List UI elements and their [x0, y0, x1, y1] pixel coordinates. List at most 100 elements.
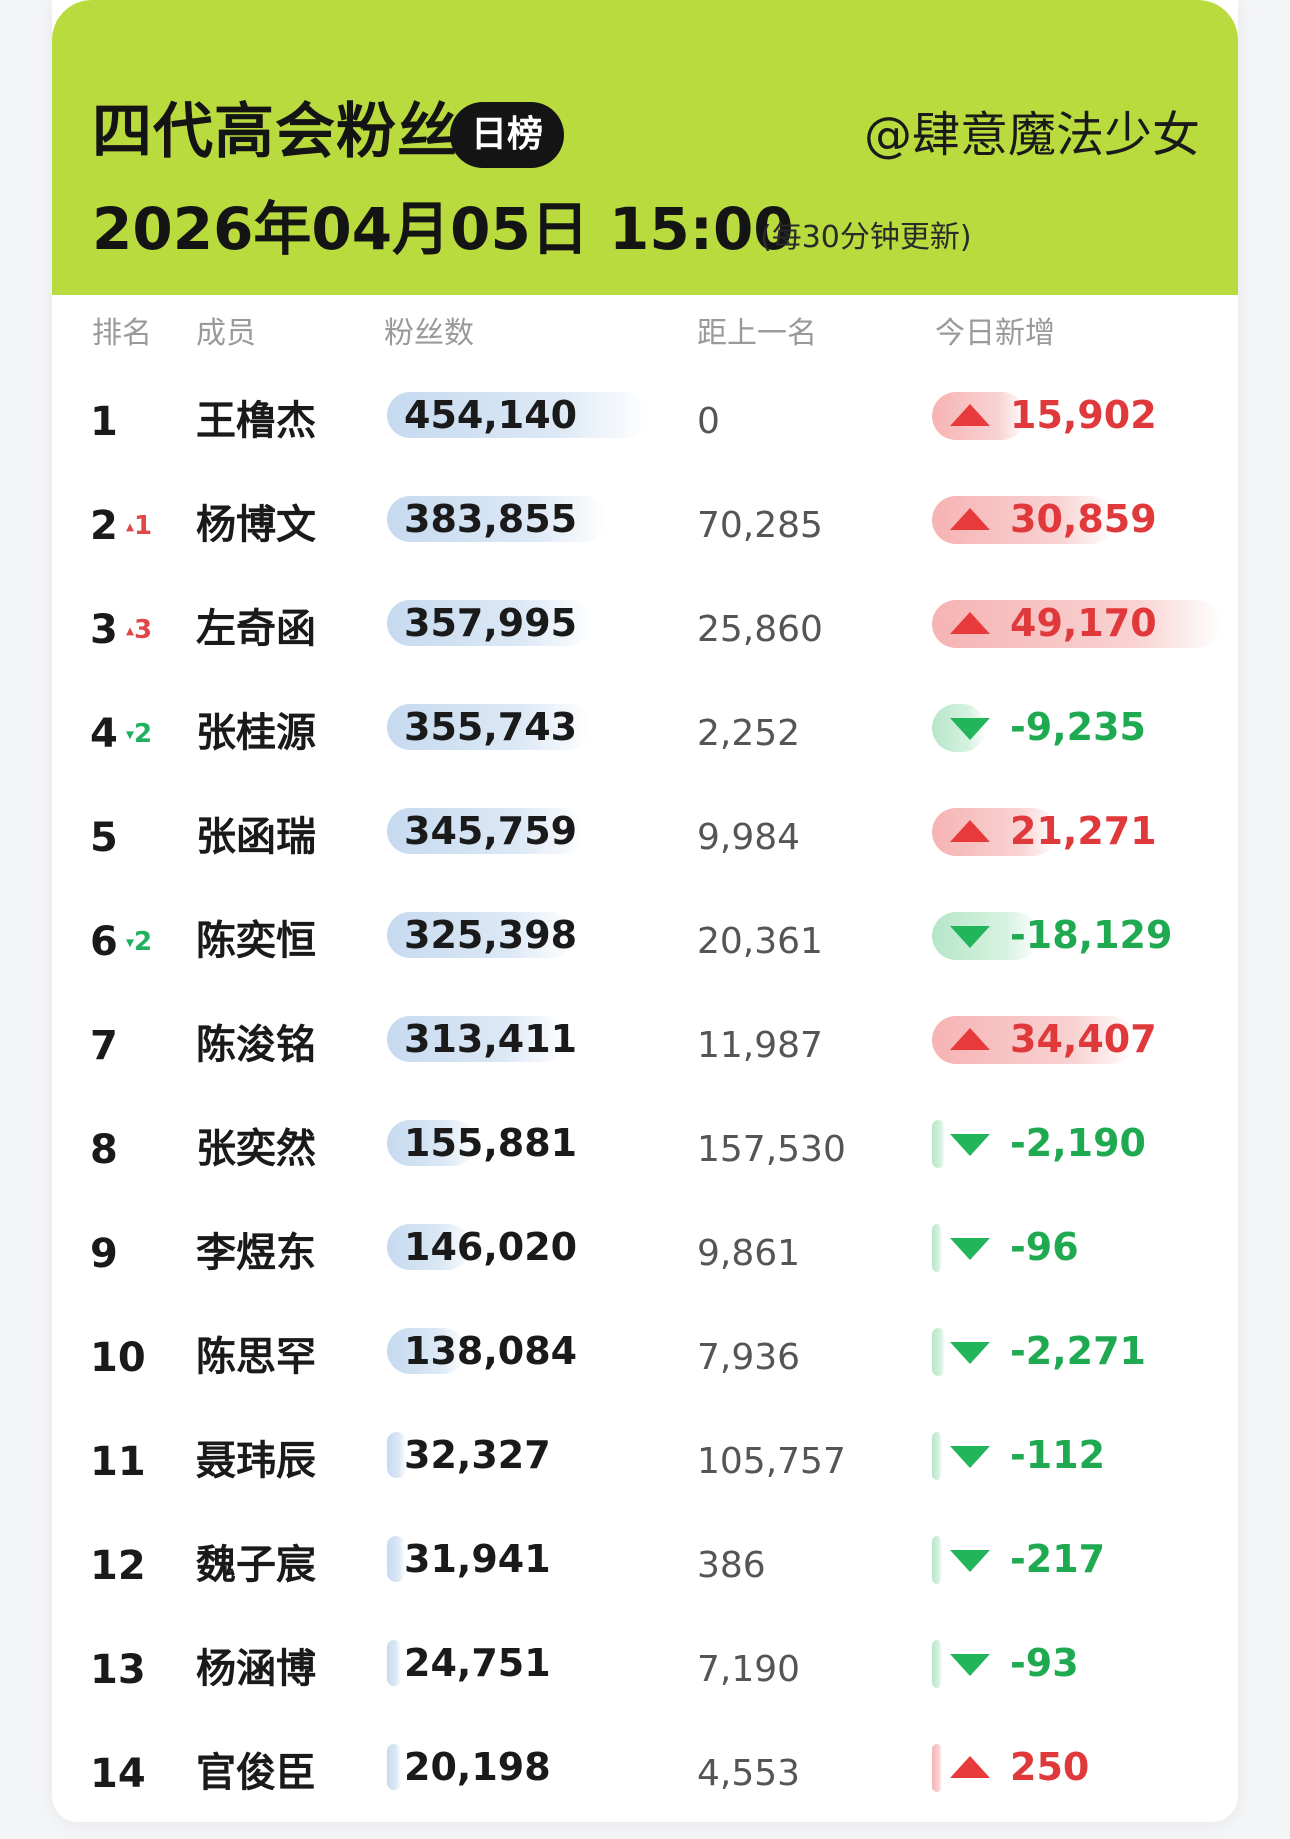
page-title: 四代高会粉丝: [92, 97, 458, 167]
fans-count: 355,743: [404, 705, 578, 749]
rank-number: 7: [90, 1023, 118, 1069]
fans-bar: [387, 600, 592, 646]
fans-bar: [387, 1744, 401, 1790]
table-row: 2 ▴1 杨博文 383,855 70,285 30,859: [52, 472, 1238, 576]
daily-change-value: -18,129: [1010, 913, 1173, 957]
column-header-rank: 排名: [92, 316, 152, 351]
fans-count: 146,020: [404, 1225, 578, 1269]
daily-change-value: -9,235: [1010, 705, 1146, 749]
rank-number: 6: [90, 919, 118, 965]
gap-to-previous: 157,530: [697, 1129, 846, 1170]
gap-to-previous: 0: [697, 401, 720, 442]
fans-count: 313,411: [404, 1017, 578, 1061]
table-row: 1 王橹杰 454,140 0 15,902: [52, 368, 1238, 472]
rank-change: ▾2: [126, 718, 152, 751]
fans-bar: [387, 392, 647, 438]
daily-badge: 日榜: [450, 102, 564, 168]
triangle-down-icon: [950, 1446, 990, 1468]
daily-change-bar: [932, 1120, 945, 1168]
member-name: 张桂源: [196, 710, 316, 756]
rank-number: 9: [90, 1231, 118, 1277]
triangle-down-icon: [950, 1342, 990, 1364]
daily-change-value: 34,407: [1010, 1017, 1157, 1061]
fans-count: 24,751: [404, 1641, 551, 1685]
rank-number: 14: [90, 1751, 146, 1797]
fans-count: 20,198: [404, 1745, 551, 1789]
table-row: 5 张函瑞 345,759 9,984 21,271: [52, 784, 1238, 888]
gap-to-previous: 2,252: [697, 713, 801, 754]
fans-count: 325,398: [404, 913, 578, 957]
gap-to-previous: 386: [697, 1545, 766, 1586]
fans-bar: [387, 808, 585, 854]
triangle-down-icon: [950, 718, 990, 740]
gap-to-previous: 11,987: [697, 1025, 823, 1066]
gap-to-previous: 105,757: [697, 1441, 846, 1482]
triangle-up-icon: [950, 612, 990, 634]
update-note: (每30分钟更新): [760, 220, 972, 255]
gap-to-previous: 7,936: [697, 1337, 801, 1378]
fans-count: 32,327: [404, 1433, 551, 1477]
daily-change-bar: [932, 1328, 945, 1376]
column-header-member: 成员: [196, 316, 256, 351]
member-name: 左奇函: [196, 606, 316, 652]
daily-change-bar: [932, 1224, 942, 1272]
table-row: 4 ▾2 张桂源 355,743 2,252 -9,235: [52, 680, 1238, 784]
ranking-card: 四代高会粉丝 日榜 @肆意魔法少女 2026年04月05日 15:00 (每30…: [52, 0, 1238, 1822]
fans-bar: [387, 1016, 566, 1062]
header-banner: 四代高会粉丝 日榜 @肆意魔法少女 2026年04月05日 15:00 (每30…: [52, 0, 1238, 295]
fans-count: 138,084: [404, 1329, 578, 1373]
fans-count: 345,759: [404, 809, 578, 853]
column-header-gap: 距上一名: [697, 316, 817, 351]
table-row: 13 杨涵博 24,751 7,190 -93: [52, 1616, 1238, 1720]
table-row: 7 陈浚铭 313,411 11,987 34,407: [52, 992, 1238, 1096]
fans-bar: [387, 1536, 405, 1582]
member-name: 张函瑞: [196, 814, 316, 860]
rank-number: 4: [90, 711, 118, 757]
member-name: 李煜东: [196, 1230, 316, 1276]
triangle-up-icon: [950, 1756, 990, 1778]
daily-change-value: -217: [1010, 1537, 1106, 1581]
member-name: 杨博文: [196, 502, 316, 548]
daily-change-value: -2,190: [1010, 1121, 1146, 1165]
rank-number: 1: [90, 399, 118, 445]
triangle-up-icon: [950, 508, 990, 530]
rank-number: 2: [90, 503, 118, 549]
daily-change-value: -2,271: [1010, 1329, 1146, 1373]
table-row: 11 聂玮辰 32,327 105,757 -112: [52, 1408, 1238, 1512]
table-row: 12 魏子宸 31,941 386 -217: [52, 1512, 1238, 1616]
rank-change: ▾2: [126, 926, 152, 959]
rank-number: 12: [90, 1543, 146, 1589]
arrow-down-icon: ▾: [126, 724, 135, 744]
daily-change-bar: [932, 1640, 942, 1688]
arrow-up-icon: ▴: [126, 516, 135, 536]
daily-change-value: 21,271: [1010, 809, 1157, 853]
rank-number: 11: [90, 1439, 146, 1485]
column-header-daily: 今日新增: [935, 316, 1055, 351]
member-name: 陈思罕: [196, 1334, 316, 1380]
daily-change-value: -96: [1010, 1225, 1079, 1269]
triangle-down-icon: [950, 1134, 990, 1156]
fans-bar: [387, 704, 591, 750]
fans-bar: [387, 1328, 466, 1374]
rank-number: 13: [90, 1647, 146, 1693]
author-handle: @肆意魔法少女: [863, 107, 1200, 163]
triangle-up-icon: [950, 404, 990, 426]
table-row: 10 陈思罕 138,084 7,936 -2,271: [52, 1304, 1238, 1408]
triangle-up-icon: [950, 820, 990, 842]
member-name: 魏子宸: [196, 1542, 316, 1588]
triangle-up-icon: [950, 1028, 990, 1050]
gap-to-previous: 70,285: [697, 505, 823, 546]
fans-bar: [387, 1432, 406, 1478]
fans-bar: [387, 1640, 401, 1686]
member-name: 聂玮辰: [196, 1438, 316, 1484]
table-row: 8 张奕然 155,881 157,530 -2,190: [52, 1096, 1238, 1200]
gap-to-previous: 25,860: [697, 609, 823, 650]
member-name: 王橹杰: [196, 398, 316, 444]
gap-to-previous: 20,361: [697, 921, 823, 962]
fans-count: 357,995: [404, 601, 578, 645]
triangle-down-icon: [950, 926, 990, 948]
rank-change-value: 1: [134, 511, 153, 541]
triangle-down-icon: [950, 1654, 990, 1676]
rank-number: 3: [90, 607, 118, 653]
daily-change-bar: [932, 1744, 942, 1792]
